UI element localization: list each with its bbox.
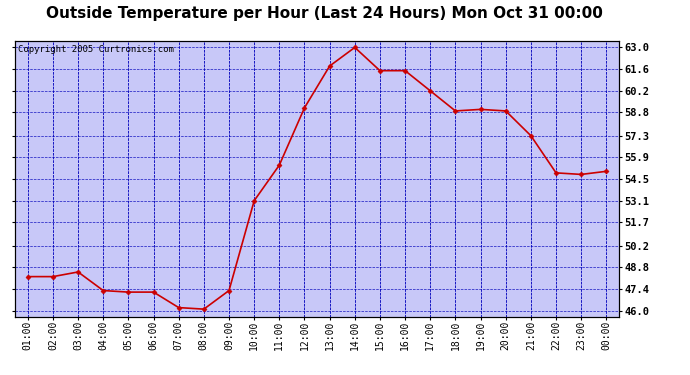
Text: Copyright 2005 Curtronics.com: Copyright 2005 Curtronics.com [18,45,174,54]
Text: Outside Temperature per Hour (Last 24 Hours) Mon Oct 31 00:00: Outside Temperature per Hour (Last 24 Ho… [46,6,603,21]
